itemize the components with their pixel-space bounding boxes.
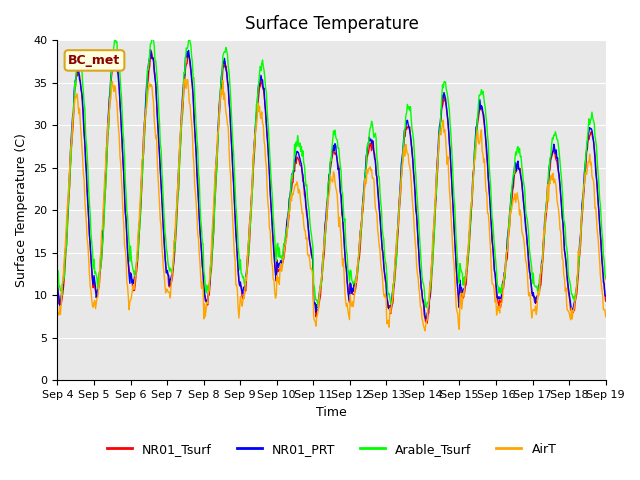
AirT (175, 150, 183, 156)
Arable_Tsurf (205, 282, 213, 288)
AirT (415, 285, 422, 291)
NR01_Tsurf (120, 170, 127, 176)
Line: AirT: AirT (58, 79, 605, 331)
Arable_Tsurf (175, 166, 183, 171)
AirT (399, 159, 406, 165)
AirT (120, 222, 127, 228)
NR01_Tsurf (54, 282, 61, 288)
AirT (181, 76, 189, 82)
NR01_PRT (120, 171, 127, 177)
Title: Surface Temperature: Surface Temperature (244, 15, 419, 33)
Arable_Tsurf (399, 151, 406, 156)
NR01_Tsurf (424, 320, 431, 326)
NR01_PRT (63, 217, 71, 223)
Line: Arable_Tsurf: Arable_Tsurf (58, 34, 605, 308)
Line: NR01_Tsurf: NR01_Tsurf (58, 51, 605, 323)
NR01_Tsurf (63, 223, 71, 229)
NR01_PRT (602, 293, 609, 299)
NR01_Tsurf (602, 298, 609, 304)
Arable_Tsurf (602, 276, 609, 282)
Arable_Tsurf (415, 222, 422, 228)
NR01_Tsurf (399, 153, 406, 159)
NR01_Tsurf (205, 292, 213, 298)
AirT (63, 204, 71, 209)
NR01_PRT (147, 47, 154, 52)
Text: BC_met: BC_met (68, 54, 120, 67)
Y-axis label: Surface Temperature (C): Surface Temperature (C) (15, 133, 28, 287)
AirT (205, 288, 213, 293)
NR01_Tsurf (177, 149, 184, 155)
Arable_Tsurf (186, 31, 193, 36)
X-axis label: Time: Time (316, 406, 347, 419)
Arable_Tsurf (422, 305, 430, 311)
Legend: NR01_Tsurf, NR01_PRT, Arable_Tsurf, AirT: NR01_Tsurf, NR01_PRT, Arable_Tsurf, AirT (102, 438, 561, 461)
NR01_PRT (415, 252, 422, 257)
Arable_Tsurf (63, 228, 71, 234)
AirT (421, 328, 429, 334)
NR01_PRT (399, 148, 406, 154)
Arable_Tsurf (120, 138, 127, 144)
NR01_PRT (177, 138, 184, 144)
NR01_PRT (205, 284, 213, 290)
AirT (54, 310, 61, 315)
Arable_Tsurf (54, 269, 61, 275)
NR01_Tsurf (415, 249, 422, 254)
NR01_PRT (422, 316, 430, 322)
AirT (602, 314, 609, 320)
NR01_Tsurf (147, 48, 155, 54)
NR01_PRT (54, 283, 61, 288)
Line: NR01_PRT: NR01_PRT (58, 49, 605, 319)
